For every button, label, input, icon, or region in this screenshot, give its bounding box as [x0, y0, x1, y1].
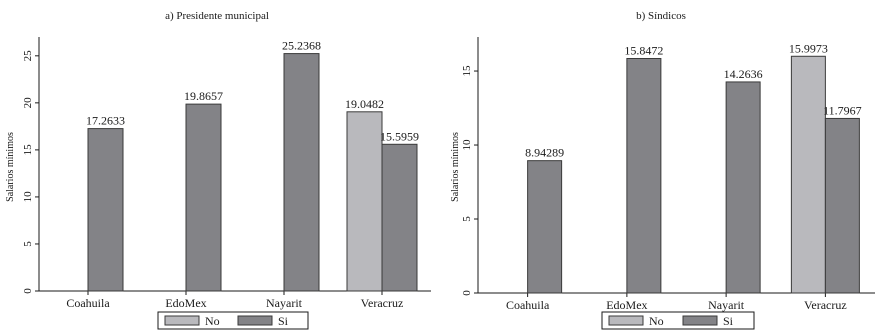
y-tick-label: 0	[22, 288, 34, 294]
bar	[283, 53, 320, 292]
data-label: 15.8472	[624, 43, 663, 57]
chart-presidente-svg: a) Presidente municipal Salarios mínimos…	[5, 10, 431, 330]
y-tick-label: 10	[22, 191, 34, 203]
legend-label: No	[205, 314, 220, 328]
legend-swatch	[237, 315, 273, 326]
bar	[725, 81, 761, 294]
chart-title: a) Presidente municipal	[165, 10, 269, 22]
bar	[87, 128, 124, 292]
data-label: 14.2636	[724, 67, 763, 81]
y-tick-label: 0	[461, 290, 473, 296]
y-axis-title: Salarios mínimos	[450, 132, 461, 202]
chart-panel-sindicos: b) Síndicos Salarios mínimos 0 5 10 15 Coahu…	[443, 0, 879, 333]
x-tick-label: Nayarit	[266, 296, 303, 310]
bar	[185, 103, 222, 292]
bar	[381, 143, 418, 292]
data-label: 17.2633	[86, 114, 125, 128]
y-tick-label: 5	[461, 216, 473, 222]
bar	[824, 117, 860, 294]
x-tick-label: Coahuila	[66, 296, 110, 310]
y-tick-label: 20	[22, 97, 34, 109]
legend-label: No	[649, 314, 664, 328]
x-tick-label: Veracruz	[361, 296, 404, 310]
data-label: 15.9973	[789, 41, 828, 55]
data-label: 25.2368	[282, 39, 321, 53]
y-axis-title: Salarios mínimos	[5, 132, 16, 202]
legend-swatch	[164, 315, 200, 326]
y-tick-label: 5	[22, 241, 34, 247]
legend-swatch	[608, 315, 644, 326]
bar	[626, 57, 662, 294]
x-tick-label: Veracruz	[804, 298, 847, 312]
chart-sindicos-svg: b) Síndicos Salarios mínimos 0 5 10 15 Coahu…	[450, 10, 875, 330]
data-label: 19.0482	[345, 97, 384, 111]
data-label: 19.8657	[184, 89, 223, 103]
y-tick-label: 25	[22, 50, 34, 62]
chart-title: b) Síndicos	[636, 10, 686, 22]
chart-panel-presidente: a) Presidente municipal Salarios mínimos…	[0, 0, 435, 333]
legend-swatch	[682, 315, 718, 326]
bar	[527, 160, 563, 294]
y-tick-label: 15	[461, 65, 473, 77]
x-tick-label: EdoMex	[606, 298, 647, 312]
data-label: 11.7967	[823, 103, 862, 117]
data-label: 15.5959	[380, 129, 419, 143]
bar	[790, 55, 826, 294]
bar	[346, 111, 383, 292]
data-label: 8.94289	[525, 146, 564, 160]
y-tick-label: 15	[22, 144, 34, 156]
legend-label: Si	[278, 314, 289, 328]
y-tick-label: 10	[461, 139, 473, 151]
legend-label: Si	[723, 314, 734, 328]
x-tick-label: Coahuila	[506, 298, 550, 312]
x-tick-label: EdoMex	[165, 296, 206, 310]
x-tick-label: Nayarit	[708, 298, 745, 312]
